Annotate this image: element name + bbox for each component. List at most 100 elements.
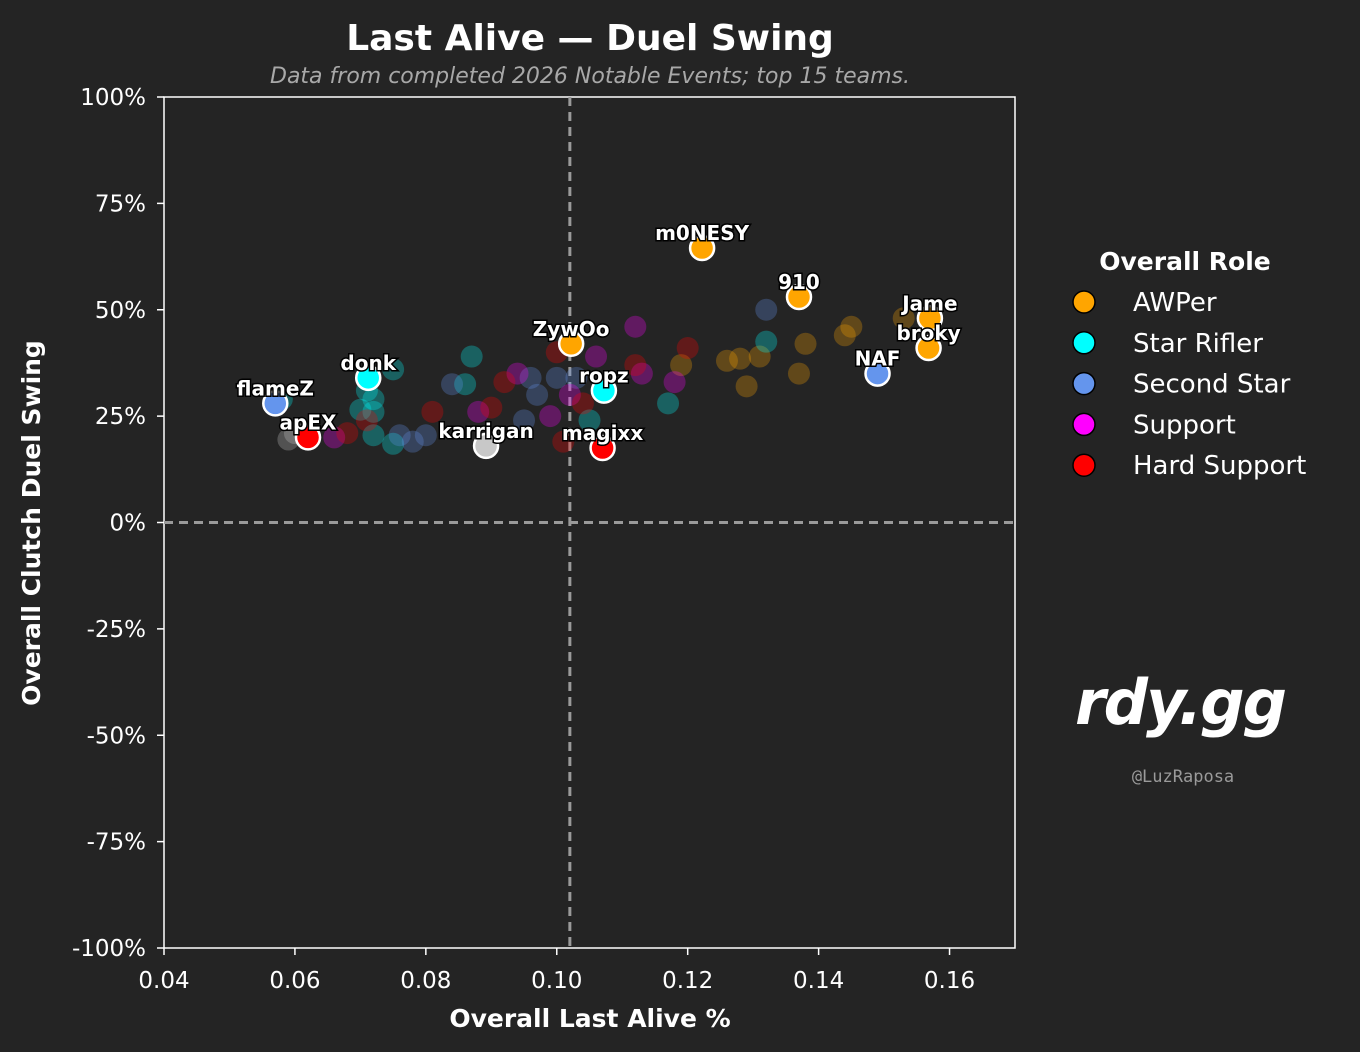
chart-subtitle: Data from completed 2026 Notable Events;… — [270, 64, 910, 89]
point-label-naf: NAF — [855, 347, 901, 371]
background-data-point — [735, 375, 758, 398]
background-data-point — [277, 428, 300, 451]
legend-marker — [1072, 331, 1096, 355]
background-data-point — [355, 409, 378, 432]
background-data-point — [480, 396, 503, 419]
plot-area: 0.04 0.06 0.08 0.10 0.12 0.14 0.16 100% 75% 50% 25… — [72, 85, 1016, 994]
background-data-point — [513, 409, 536, 432]
background-data-point — [630, 362, 653, 385]
background-data-point — [571, 392, 594, 415]
chart-title: Last Alive — Duel Swing — [346, 18, 834, 59]
background-data-point — [676, 337, 699, 360]
background-data-point — [624, 354, 647, 377]
background-data-point — [323, 426, 346, 449]
data-point-apex — [294, 424, 322, 451]
legend-marker — [1072, 412, 1096, 437]
y-axis-label: Overall Clutch Duel Swing — [17, 340, 46, 706]
background-data-point — [362, 388, 385, 411]
legend-marker — [1072, 453, 1096, 477]
data-point-magixx — [589, 434, 616, 462]
data-point-flamez — [262, 390, 289, 417]
x-tick-label: 0.06 — [269, 968, 320, 994]
y-tick-label: 100% — [80, 85, 146, 111]
background-data-point — [840, 315, 863, 338]
legend-label: Second Star — [1133, 370, 1291, 400]
point-label-apex: apEX — [280, 410, 337, 434]
legend-marker — [1072, 290, 1096, 314]
background-data-point — [388, 424, 411, 447]
legend-label: Star Rifler — [1133, 329, 1263, 359]
background-data-point — [519, 366, 542, 389]
point-label-broky: broky — [896, 321, 960, 345]
background-data-point — [787, 362, 810, 385]
background-data-point — [382, 358, 405, 381]
data-point-broky — [915, 334, 942, 362]
y-tick-label: -75% — [87, 830, 146, 856]
background-data-point — [421, 400, 444, 423]
data-point-donk — [354, 364, 382, 392]
x-tick-label: 0.10 — [531, 968, 582, 994]
background-data-point — [454, 373, 477, 396]
background-data-point — [336, 422, 359, 445]
background-data-point — [892, 307, 915, 330]
background-data-point — [663, 371, 686, 394]
background-data-point — [755, 330, 778, 353]
background-data-point — [748, 345, 771, 368]
point-label-910: 910 — [778, 270, 820, 294]
point-label-m0nesy: m0NESY — [655, 221, 750, 245]
background-data-point — [794, 332, 817, 355]
background-data-point — [382, 432, 405, 455]
x-tick-label: 0.04 — [138, 968, 189, 994]
author-handle: @LuzRaposa — [1132, 767, 1234, 787]
legend-label: Support — [1133, 410, 1236, 440]
point-label-zywoo: ZywOo — [533, 317, 610, 341]
point-label-jame: Jame — [900, 291, 957, 315]
y-tick-label: -25% — [87, 617, 146, 643]
background-data-point — [467, 400, 490, 423]
legend: AWPer Star Rifler Second Star Support Hard S… — [1072, 288, 1306, 481]
point-label-flamez: flameZ — [237, 376, 314, 400]
background-data-point — [624, 315, 647, 338]
data-point-ropz — [590, 377, 618, 404]
data-point-zywoo — [557, 330, 585, 358]
point-label-donk: donk — [340, 351, 396, 375]
legend-marker — [1072, 371, 1096, 396]
brand-logo: rdy.gg — [1075, 666, 1286, 739]
background-data-point — [441, 373, 464, 396]
background-data-point — [545, 366, 568, 389]
background-data-point — [755, 298, 778, 321]
background-data-point — [670, 354, 693, 377]
y-tick-label: 75% — [95, 191, 146, 217]
x-tick-label: 0.08 — [400, 968, 451, 994]
background-data-point — [401, 430, 424, 453]
legend-title: Overall Role — [1099, 247, 1271, 276]
background-data-point — [506, 362, 529, 385]
x-tick-label: 0.12 — [662, 968, 713, 994]
data-point-m0nesy — [688, 234, 716, 262]
data-point-karrigan — [472, 432, 500, 460]
x-tick-label: 0.14 — [793, 968, 844, 994]
data-point-jame — [916, 305, 944, 332]
background-data-point — [526, 383, 549, 406]
background-data-point — [493, 371, 516, 394]
background-data-point — [362, 424, 385, 447]
y-tick-label: 50% — [95, 298, 146, 324]
background-data-point — [414, 424, 437, 447]
background-data-point — [349, 398, 372, 421]
y-tick-label: 25% — [95, 404, 146, 430]
background-data-point — [833, 324, 856, 347]
data-point-naf — [864, 360, 891, 387]
background-data-point — [729, 347, 752, 370]
legend-label: AWPer — [1133, 288, 1217, 318]
y-tick-label: -50% — [87, 723, 146, 749]
background-data-point — [552, 430, 575, 453]
point-label-magixx: magixx — [562, 421, 643, 445]
background-data-point — [585, 345, 608, 368]
background-data-point — [558, 383, 581, 406]
background-data-point — [565, 366, 588, 389]
background-data-point — [362, 400, 385, 423]
legend-label: Hard Support — [1133, 451, 1306, 481]
y-tick-label: 0% — [110, 511, 147, 537]
x-axis-label: Overall Last Alive % — [449, 1004, 730, 1033]
